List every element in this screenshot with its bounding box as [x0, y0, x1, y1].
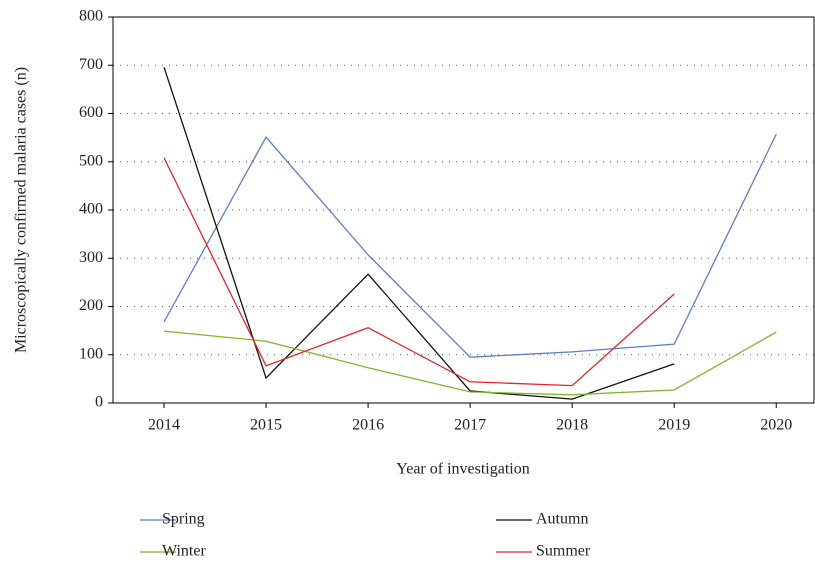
y-axis-label: Microscopically confirmed malaria cases … — [13, 67, 30, 353]
x-tick-label: 2016 — [352, 417, 384, 434]
y-tick-label: 600 — [79, 104, 103, 121]
y-tick-label: 0 — [95, 394, 103, 411]
y-tick-label: 500 — [79, 152, 103, 169]
x-tick-label: 2019 — [658, 417, 690, 434]
x-tick-label: 2017 — [454, 417, 486, 434]
legend-label: Autumn — [536, 511, 588, 528]
y-tick-label: 700 — [79, 56, 103, 73]
y-tick-label: 200 — [79, 297, 103, 314]
x-axis-label: Year of investigation — [396, 461, 529, 478]
y-tick-label: 100 — [79, 345, 103, 362]
y-tick-label: 800 — [79, 8, 103, 25]
legend-label: Spring — [162, 511, 205, 528]
x-tick-label: 2015 — [250, 417, 282, 434]
series-line — [163, 157, 675, 387]
y-tick-label: 300 — [79, 249, 103, 266]
y-tick-label: 400 — [79, 201, 103, 218]
x-tick-label: 2014 — [148, 417, 180, 434]
plot-frame — [112, 16, 815, 404]
series-line — [163, 66, 675, 400]
x-tick-label: 2020 — [760, 417, 792, 434]
x-tick-label: 2018 — [556, 417, 588, 434]
series-line — [163, 133, 777, 358]
legend-label: Winter — [162, 543, 206, 560]
series-line — [163, 330, 777, 396]
legend-label: Summer — [536, 543, 591, 560]
